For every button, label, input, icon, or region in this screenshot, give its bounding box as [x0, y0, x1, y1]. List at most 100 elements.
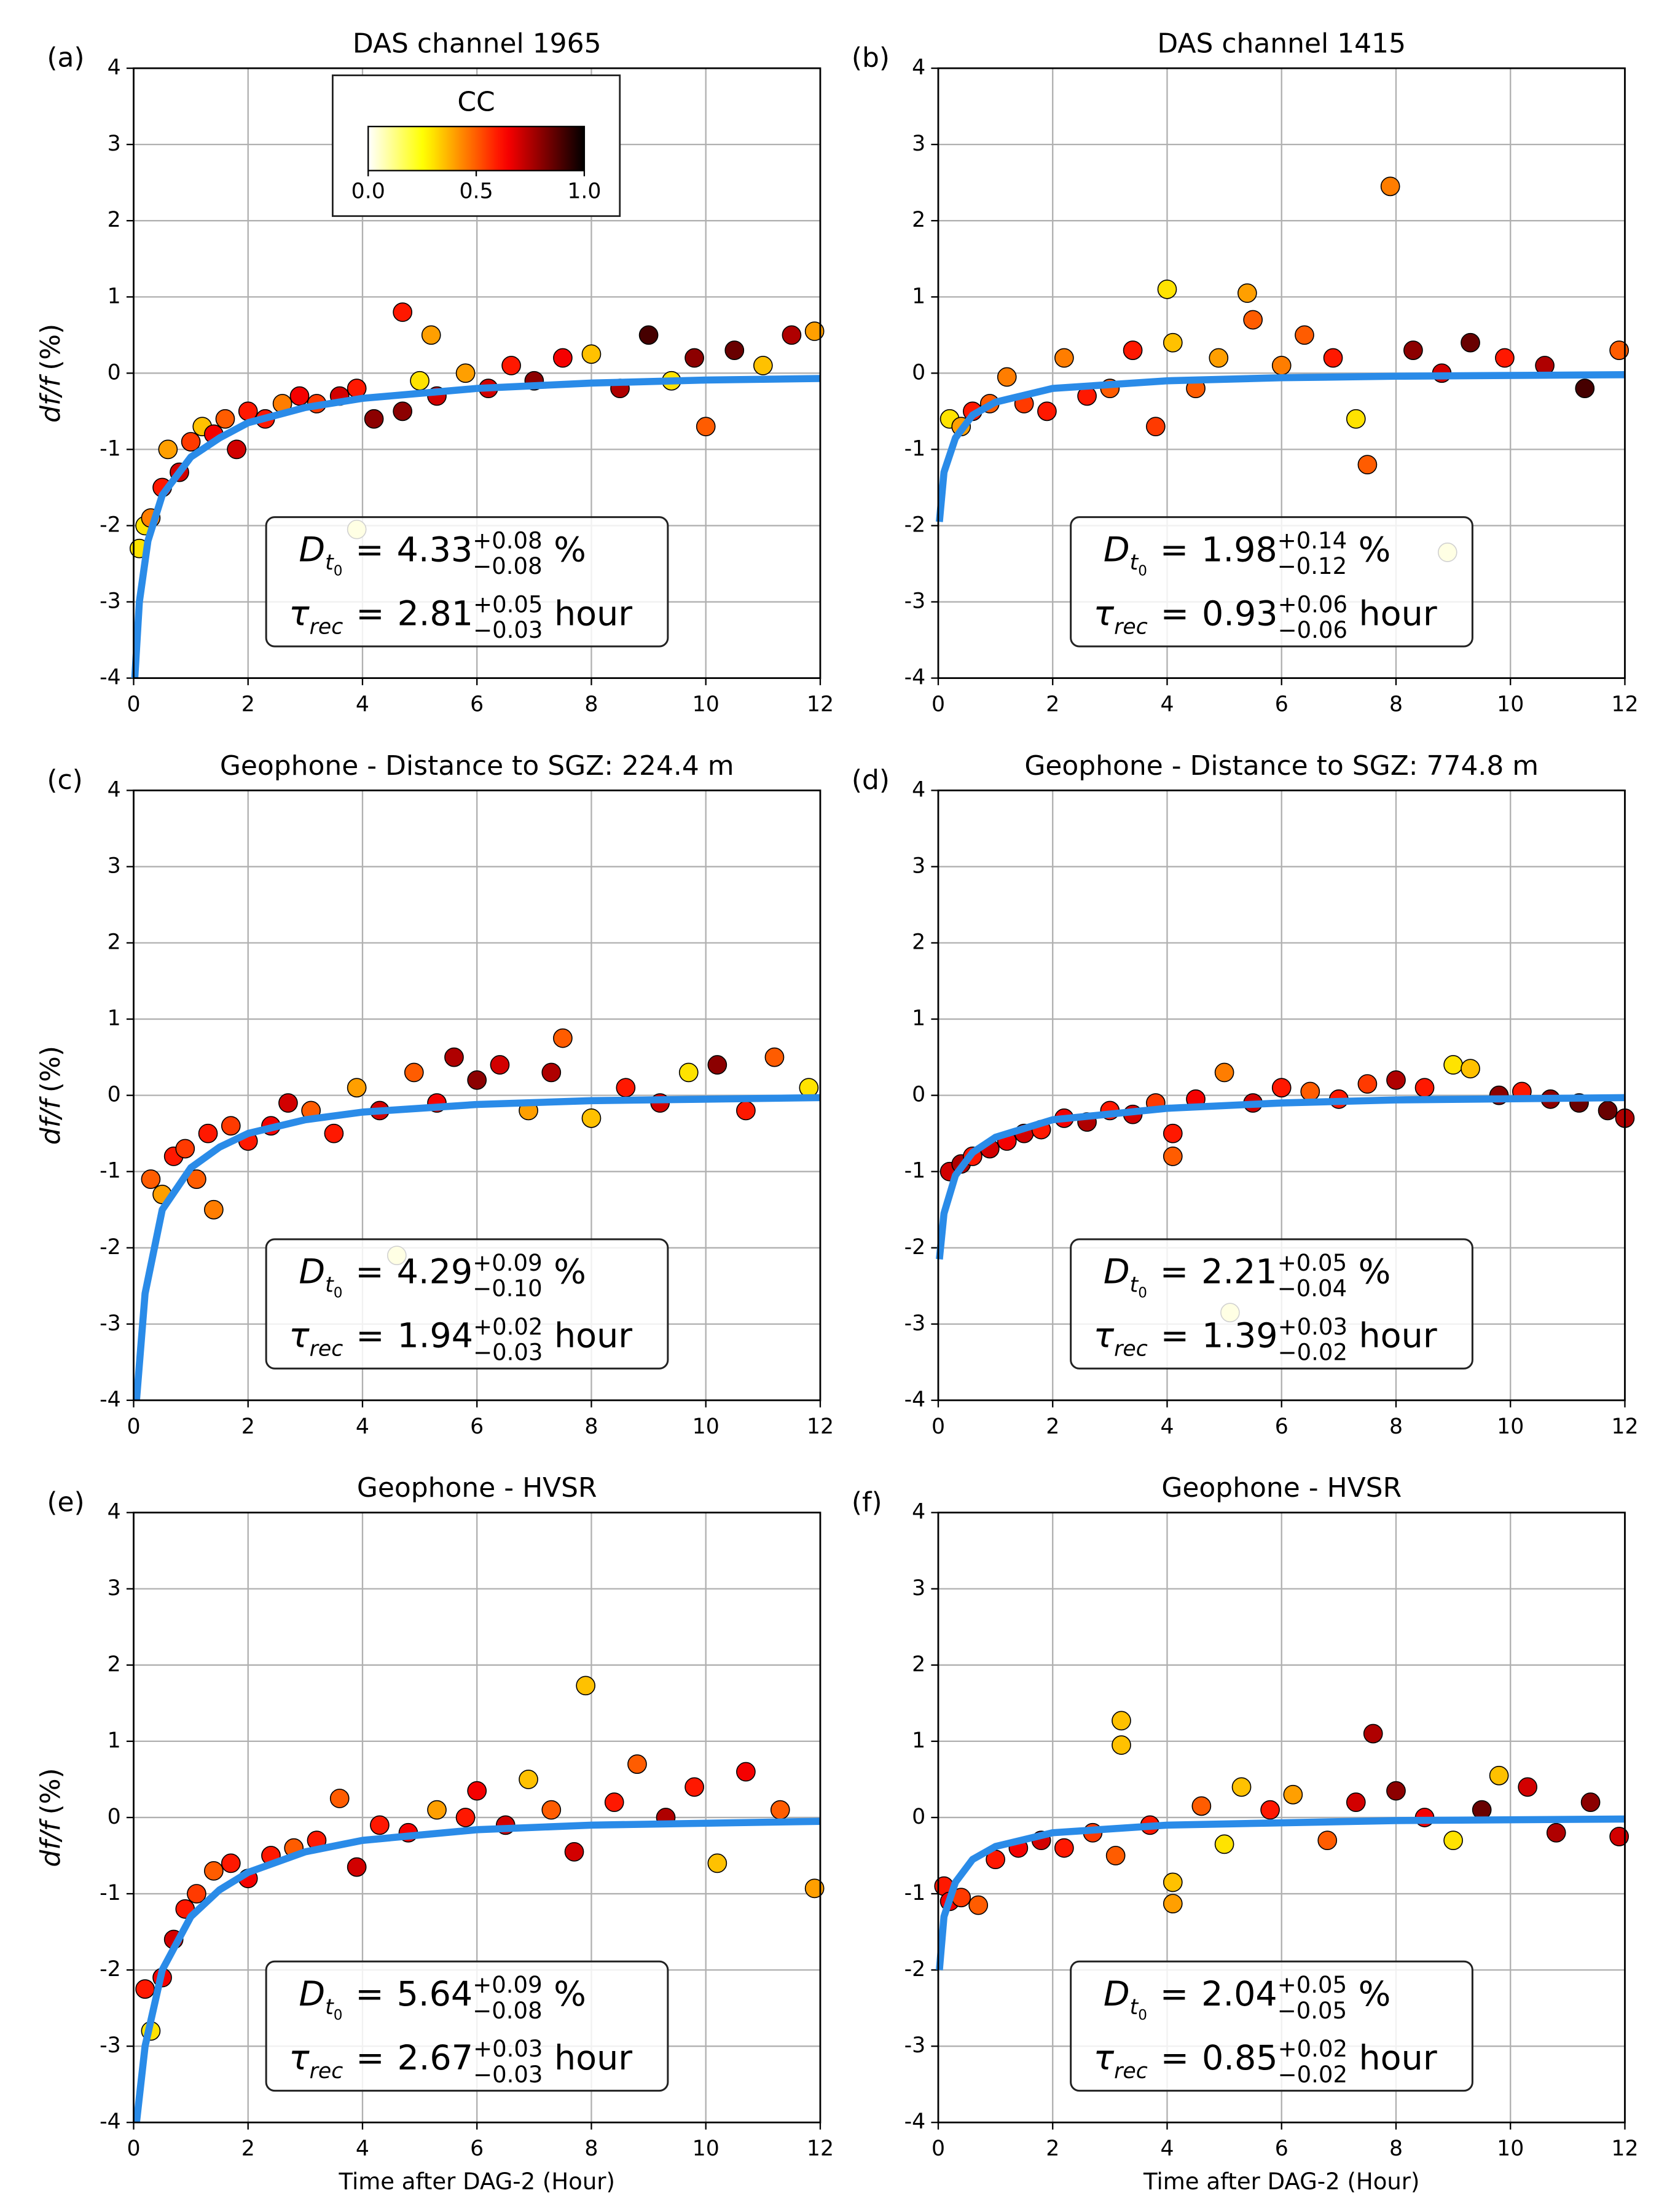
- data-point: [467, 1781, 487, 1801]
- data-point: [393, 302, 413, 322]
- data-point: [1214, 1834, 1234, 1854]
- d-plus: +0.09: [473, 1250, 542, 1276]
- y-tick-label: -3: [904, 1311, 926, 1336]
- y-tick-label: 0: [912, 1083, 925, 1107]
- d-value: 2.04: [1201, 1974, 1277, 2014]
- y-tick-label: 3: [108, 1576, 121, 1601]
- data-point: [455, 1808, 476, 1827]
- y-tick-label: 3: [912, 1576, 925, 1601]
- data-point: [804, 1878, 825, 1899]
- y-tick-label: -3: [100, 2033, 121, 2058]
- data-point: [736, 1100, 756, 1121]
- tau-value: 0.93: [1202, 594, 1278, 633]
- x-tick-label: 10: [692, 2136, 720, 2161]
- equals: =: [356, 594, 385, 633]
- y-axis-label: df/f(%): [35, 324, 66, 423]
- y-tick-label: 1: [108, 1006, 121, 1031]
- y-tick-label: -4: [100, 665, 121, 690]
- data-point: [1489, 1765, 1509, 1786]
- data-point: [1243, 310, 1263, 330]
- data-point: [997, 367, 1017, 387]
- symbol: τ: [289, 594, 310, 633]
- d-value: 5.64: [397, 1974, 473, 2014]
- x-tick-label: 0: [931, 2136, 945, 2161]
- annotation-box: [1070, 1238, 1473, 1370]
- panel-label: (e): [47, 1486, 84, 1518]
- data-point: [736, 1762, 756, 1782]
- data-point: [1346, 1792, 1366, 1813]
- tau-plus: +0.02: [473, 1314, 543, 1340]
- tau-unit: hour: [1359, 594, 1437, 633]
- data-point: [364, 409, 384, 429]
- x-tick-label: 0: [127, 692, 140, 717]
- y-tick-label: -2: [100, 1235, 121, 1260]
- annotation-box: [265, 1960, 669, 2092]
- fit-curve: [936, 371, 1625, 522]
- symbol-sub: t: [325, 1995, 334, 2020]
- data-point: [467, 1070, 487, 1090]
- y-tick-label: -4: [904, 1387, 926, 1412]
- data-point: [1380, 176, 1400, 197]
- x-tick-label: 4: [1160, 1414, 1174, 1439]
- y-tick-label: -1: [904, 1881, 926, 1905]
- data-point: [684, 348, 704, 368]
- x-tick-label: 0: [931, 692, 945, 717]
- d-unit: %: [1359, 530, 1391, 570]
- y-axis-label: df/f(%): [35, 1768, 66, 1867]
- y-tick-label: 2: [108, 1652, 121, 1677]
- y-tick-label: 4: [912, 55, 925, 80]
- data-point: [1386, 1781, 1406, 1801]
- data-point: [553, 1028, 573, 1048]
- x-tick-label: 12: [1611, 692, 1638, 717]
- x-tick-label: 8: [584, 692, 598, 717]
- data-point: [1260, 1800, 1280, 1820]
- equals: =: [1161, 2038, 1190, 2078]
- data-point: [541, 1062, 562, 1083]
- data-point: [616, 1078, 636, 1098]
- data-point: [370, 1815, 390, 1835]
- data-point: [347, 1078, 367, 1098]
- data-point: [1105, 1846, 1126, 1865]
- x-tick-label: 0: [127, 2136, 140, 2161]
- data-point: [1163, 1147, 1183, 1166]
- data-point: [421, 325, 441, 345]
- d-unit: %: [554, 530, 586, 570]
- d-minus: −0.12: [1277, 553, 1347, 579]
- panel-title: DAS channel 1965: [353, 28, 602, 60]
- tau-plus: +0.06: [1278, 592, 1347, 618]
- d-value: 4.33: [397, 530, 473, 570]
- y-tick-label: -3: [100, 1311, 121, 1336]
- d-unit: %: [554, 1252, 586, 1292]
- data-point: [1609, 340, 1630, 360]
- tau-minus: −0.03: [473, 1339, 543, 1366]
- symbol: τ: [289, 2038, 310, 2078]
- x-tick-label: 8: [584, 2136, 598, 2161]
- data-point: [1357, 455, 1378, 475]
- data-point: [564, 1841, 584, 1862]
- x-tick-label: 12: [1611, 1414, 1638, 1439]
- x-tick-label: 6: [1275, 2136, 1288, 2161]
- symbol: D: [299, 530, 325, 570]
- symbol: τ: [1094, 2038, 1115, 2078]
- x-tick-label: 0: [127, 1414, 140, 1439]
- data-point: [1443, 1830, 1463, 1851]
- y-tick-label: 4: [108, 777, 121, 802]
- tau-value: 2.67: [397, 2038, 473, 2078]
- x-axis-label: Time after DAG-2 (Hour): [1143, 2168, 1419, 2195]
- fit-curve: [133, 1818, 821, 2123]
- x-tick-label: 2: [1046, 1414, 1059, 1439]
- data-point: [1580, 1792, 1601, 1813]
- data-point: [1323, 348, 1343, 368]
- symbol-sub: rec: [1114, 614, 1148, 639]
- data-point: [753, 356, 773, 375]
- data-point: [707, 1853, 728, 1873]
- symbol: D: [299, 1252, 325, 1292]
- fit-curve: [936, 1815, 1625, 1971]
- x-tick-label: 2: [241, 2136, 255, 2161]
- y-tick-label: 2: [108, 930, 121, 955]
- annotation-box: [265, 1238, 669, 1370]
- d-plus: +0.14: [1277, 527, 1347, 554]
- symbol-sub: rec: [310, 614, 343, 639]
- symbol: τ: [1094, 594, 1115, 633]
- tau-unit: hour: [1359, 1316, 1437, 1356]
